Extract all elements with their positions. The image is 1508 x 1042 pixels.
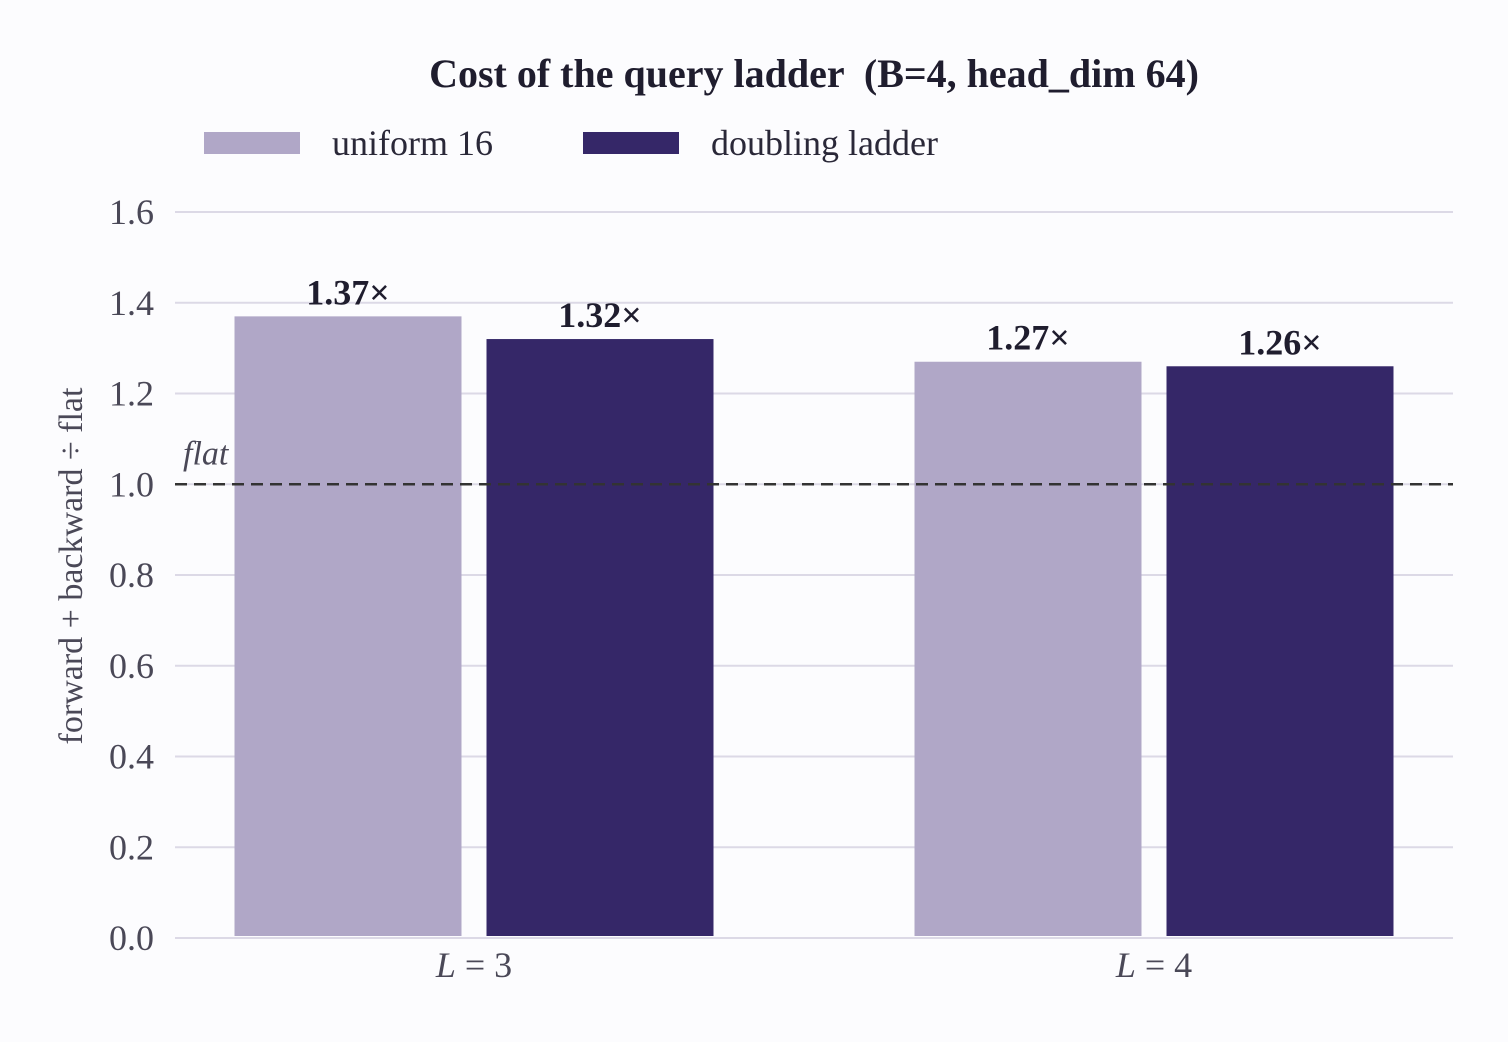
y-tick-label: 1.4 — [109, 283, 154, 323]
reference-line-label: flat — [183, 435, 230, 472]
reference-line-group: flat — [175, 435, 1453, 486]
bar — [1166, 366, 1394, 936]
y-tick-label: 0.6 — [109, 646, 154, 686]
bars — [234, 316, 1394, 936]
y-tick-label: 1.2 — [109, 374, 154, 414]
labels: 0.0 0.2 0.4 0.6 0.8 1.0 1.2 1.4 1.6 1.37× 1.27× 1.3… — [109, 192, 1322, 985]
bar — [914, 361, 1142, 936]
y-tick-label: 0.4 — [109, 737, 154, 777]
x-tick-label: L = 3 — [435, 945, 512, 985]
y-tick-label: 1.6 — [109, 192, 154, 232]
bar-value-label: 1.37× — [306, 272, 390, 312]
bar-value-label: 1.27× — [986, 318, 1070, 358]
y-axis-label: forward + backward ÷ flat — [53, 387, 90, 744]
bar — [234, 316, 462, 936]
legend-label-doubling-ladder: doubling ladder — [711, 123, 938, 163]
bar-value-label: 1.32× — [558, 295, 642, 335]
bar-value-label: 1.26× — [1238, 322, 1322, 362]
legend-swatch-doubling-ladder — [583, 132, 679, 154]
y-tick-label: 1.0 — [109, 464, 154, 504]
legend-label-uniform-16: uniform 16 — [332, 123, 493, 163]
y-tick-label: 0.0 — [109, 918, 154, 958]
x-tick-label: L = 4 — [1115, 945, 1192, 985]
chart-title: Cost of the query ladder (B=4, head_dim … — [429, 51, 1199, 96]
legend-swatch-uniform-16 — [204, 132, 300, 154]
y-tick-label: 0.8 — [109, 555, 154, 595]
bar — [486, 339, 714, 936]
y-tick-label: 0.2 — [109, 827, 154, 867]
